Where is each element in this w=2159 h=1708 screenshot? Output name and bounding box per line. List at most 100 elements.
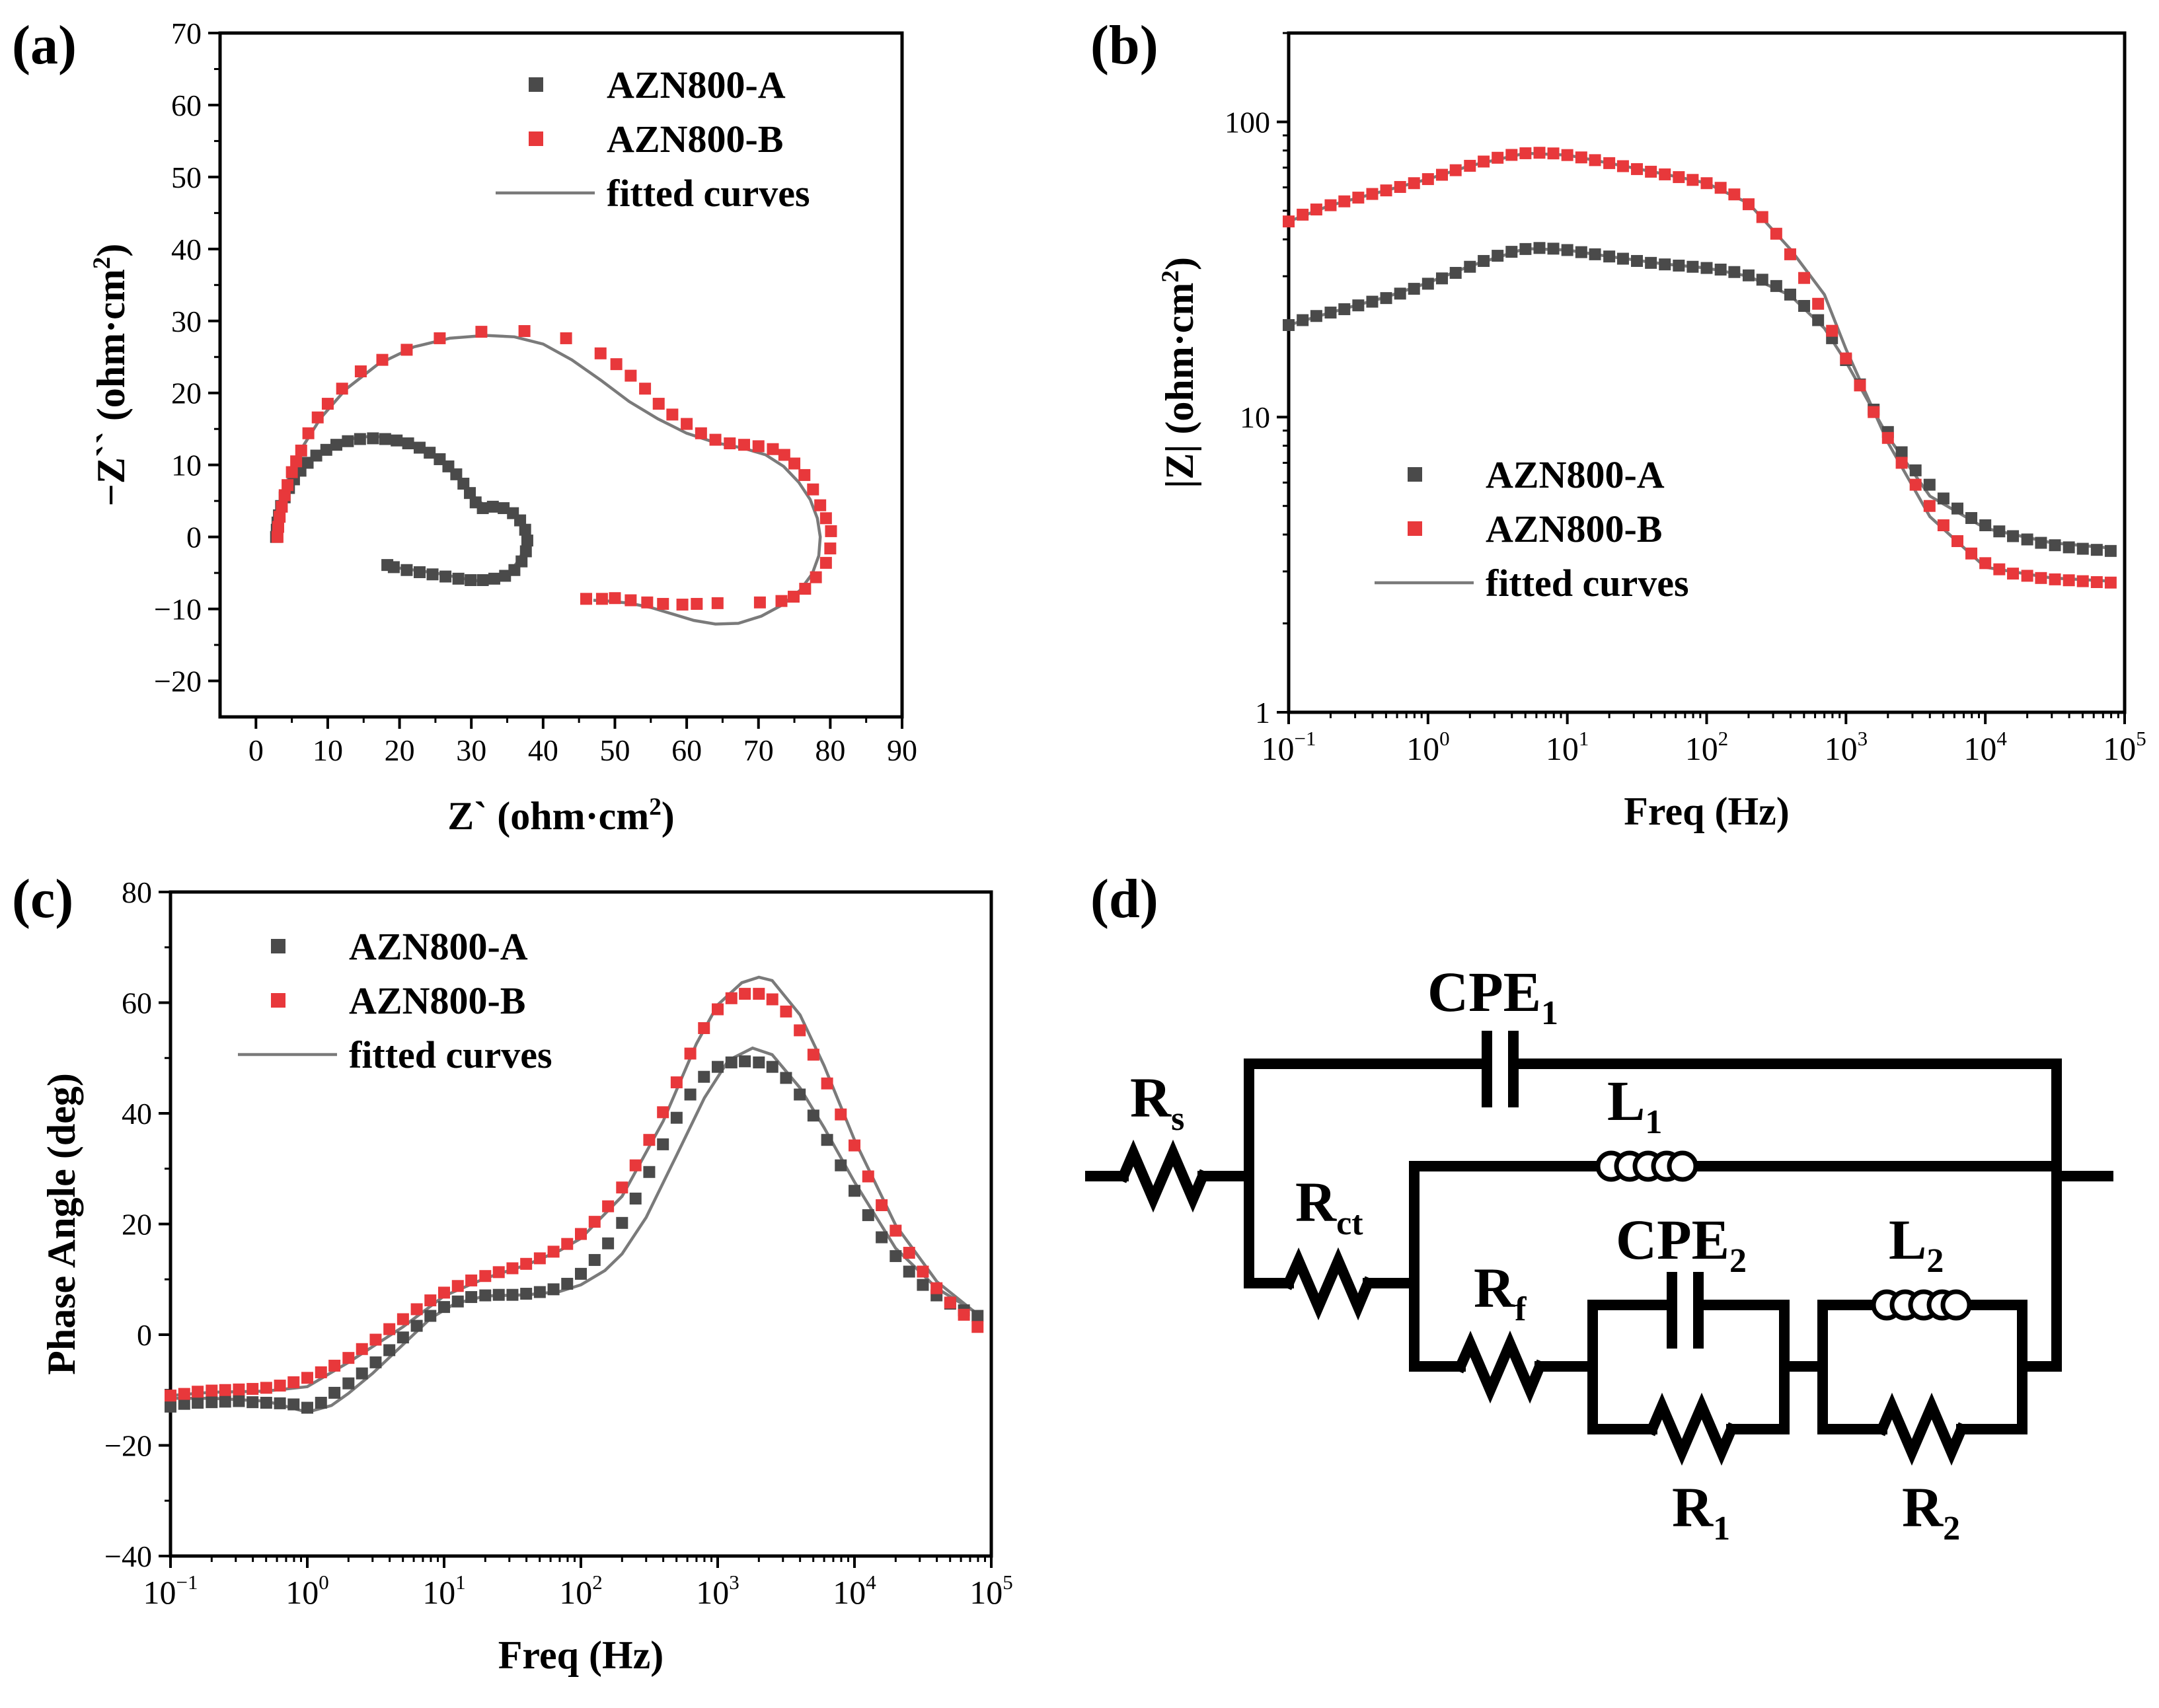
data-point-azn800-b <box>1421 173 1434 186</box>
data-point-azn800-a <box>476 502 489 515</box>
chart-c-bode-phase: 10−1 100 101 102 103 104 105 −40 −20 0 20 40 60 80 Fre… <box>40 875 1013 1677</box>
data-point-azn800-a <box>165 1400 176 1413</box>
data-point-azn800-a <box>821 1134 833 1146</box>
x-tick-label: 70 <box>743 733 774 767</box>
data-point-azn800-b <box>1352 192 1365 204</box>
data-point-azn800-b <box>302 427 315 439</box>
data-point-azn800-b <box>1589 154 1601 167</box>
data-point-azn800-b <box>780 1005 792 1018</box>
data-point-azn800-b <box>178 1388 190 1400</box>
x-tick-label: 80 <box>815 733 845 767</box>
legend-marker <box>529 131 543 146</box>
data-point-azn800-a <box>1673 259 1685 272</box>
panel-label-a: (a) <box>12 15 77 76</box>
y-tick-label: −20 <box>154 665 202 698</box>
data-point-azn800-a <box>219 1395 231 1408</box>
data-point-azn800-b <box>233 1383 245 1395</box>
data-point-azn800-a <box>849 1185 860 1197</box>
data-point-azn800-a <box>2035 537 2047 549</box>
data-point-azn800-b <box>821 1077 833 1090</box>
data-point-azn800-b <box>1505 149 1518 161</box>
data-point-azn800-b <box>1673 171 1685 184</box>
data-point-azn800-b <box>520 1257 533 1270</box>
data-point-azn800-a <box>1728 266 1741 278</box>
data-point-azn800-b <box>1435 168 1448 181</box>
data-point-azn800-b <box>295 444 307 457</box>
data-point-azn800-b <box>1394 180 1406 193</box>
data-point-azn800-b <box>695 427 707 439</box>
data-point-azn800-a <box>354 433 366 445</box>
data-point-azn800-a <box>206 1396 218 1409</box>
data-point-azn800-b <box>824 542 837 555</box>
data-point-azn800-a <box>780 1072 792 1084</box>
panel-label-c: (c) <box>12 868 73 930</box>
legend-label: fitted curves <box>1486 562 1689 605</box>
data-point-azn800-b <box>798 468 811 481</box>
data-point-azn800-a <box>1951 502 1964 515</box>
data-point-azn800-a <box>508 564 521 576</box>
data-point-azn800-a <box>794 1088 806 1101</box>
data-point-azn800-a <box>1519 242 1532 255</box>
data-point-azn800-b <box>1380 184 1392 197</box>
data-point-azn800-b <box>1408 177 1420 190</box>
data-point-azn800-b <box>410 1303 423 1316</box>
data-point-azn800-a <box>192 1397 204 1409</box>
data-point-azn800-a <box>1631 254 1644 267</box>
y-axis-label: |Z| (ohm·cm2) <box>1157 257 1201 488</box>
data-point-azn800-a <box>862 1209 874 1222</box>
data-point-azn800-a <box>1589 248 1601 260</box>
data-point-azn800-b <box>1283 215 1295 228</box>
legend-marker <box>1408 521 1422 536</box>
data-point-azn800-b <box>219 1384 231 1396</box>
data-point-azn800-b <box>739 988 751 1000</box>
data-point-azn800-b <box>301 1372 313 1384</box>
data-point-azn800-a <box>465 1291 478 1304</box>
data-point-azn800-b <box>958 1308 970 1321</box>
label-r1: R1 <box>1672 1475 1730 1547</box>
data-point-azn800-b <box>1700 177 1713 190</box>
data-point-azn800-a <box>1575 246 1587 258</box>
y-tick-label: 40 <box>122 1097 152 1131</box>
data-point-azn800-a <box>547 1283 560 1296</box>
data-point-azn800-b <box>681 418 693 430</box>
data-point-azn800-a <box>450 468 463 480</box>
x-tick-label: 100 <box>285 1571 329 1611</box>
data-point-azn800-b <box>595 593 608 605</box>
data-point-azn800-b <box>506 1262 519 1275</box>
data-point-azn800-a <box>498 502 510 515</box>
data-point-azn800-a <box>479 1289 492 1302</box>
data-point-azn800-b <box>609 592 621 605</box>
data-point-azn800-a <box>519 523 531 536</box>
x-tick-label: 20 <box>385 733 415 767</box>
data-point-azn800-a <box>1421 278 1434 290</box>
chart-b-frame <box>1287 31 2127 714</box>
legend-marker <box>529 77 543 92</box>
fitted-curve <box>1288 151 2111 583</box>
data-point-azn800-b <box>666 408 679 421</box>
data-point-azn800-b <box>799 583 812 595</box>
data-point-azn800-a <box>643 1166 656 1178</box>
data-point-azn800-a <box>1993 525 2006 538</box>
data-point-azn800-a <box>1965 512 1978 525</box>
data-point-azn800-b <box>835 1108 847 1121</box>
legend-marker <box>1408 467 1422 482</box>
fitted-curve <box>170 1046 979 1414</box>
data-point-azn800-a <box>807 1109 819 1122</box>
data-point-azn800-a <box>1283 318 1295 331</box>
y-tick-label: 20 <box>171 377 202 410</box>
data-point-azn800-b <box>1464 159 1476 172</box>
data-point-azn800-a <box>413 566 426 579</box>
data-point-azn800-a <box>917 1279 929 1291</box>
data-point-azn800-b <box>657 597 669 610</box>
data-point-azn800-b <box>282 479 294 492</box>
data-point-azn800-a <box>320 443 332 456</box>
data-point-azn800-b <box>788 457 801 470</box>
data-point-azn800-a <box>1352 299 1365 312</box>
data-point-azn800-a <box>451 1295 464 1308</box>
data-point-azn800-b <box>2035 572 2047 584</box>
data-point-azn800-b <box>807 1049 819 1061</box>
data-point-azn800-a <box>310 449 322 462</box>
data-point-azn800-b <box>753 988 765 1000</box>
x-axis-label: Z` (ohm·cm2) <box>447 794 675 838</box>
data-point-azn800-a <box>766 1060 778 1073</box>
